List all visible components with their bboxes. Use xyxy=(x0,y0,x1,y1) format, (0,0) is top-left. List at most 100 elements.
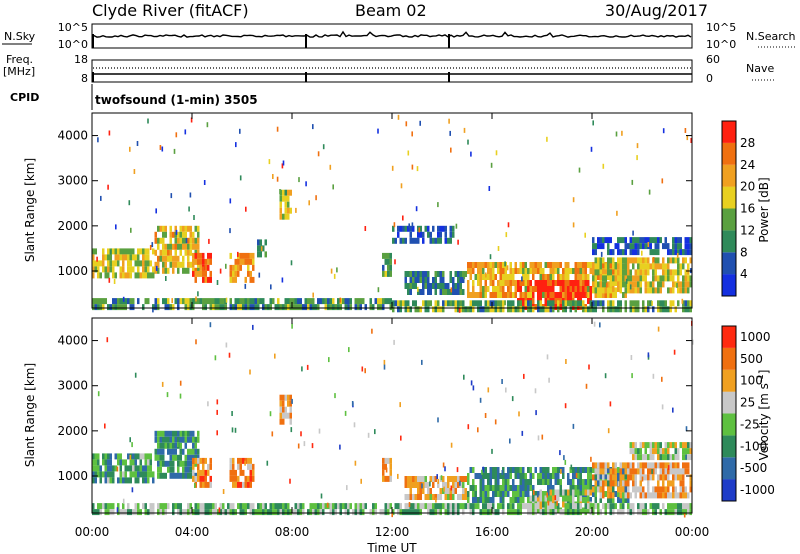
range-gate-cell xyxy=(622,480,625,487)
range-gate-cell xyxy=(569,509,572,516)
range-gate-cell xyxy=(202,509,205,516)
range-gate-cell xyxy=(247,457,250,464)
range-gate-cell xyxy=(354,460,357,466)
range-gate-cell xyxy=(162,298,165,305)
range-gate-cell xyxy=(347,298,350,305)
range-gate-cell xyxy=(402,237,405,244)
range-gate-cell xyxy=(589,300,592,307)
range-gate-cell xyxy=(427,225,430,232)
range-gate-cell xyxy=(632,230,634,236)
range-gate-cell xyxy=(624,249,627,256)
range-gate-cell xyxy=(689,480,692,487)
range-gate-cell xyxy=(629,468,632,475)
range-gate-cell xyxy=(639,509,642,516)
range-gate-cell xyxy=(517,280,520,286)
range-gate-cell xyxy=(199,264,202,271)
range-gate-cell xyxy=(564,268,567,274)
range-gate-cell xyxy=(119,509,122,516)
range-gate-cell xyxy=(197,231,200,238)
range-gate-cell xyxy=(429,476,432,482)
range-gate-cell xyxy=(517,497,520,503)
range-gate-cell xyxy=(182,225,185,232)
range-gate-cell xyxy=(97,266,100,273)
range-gate-cell xyxy=(585,292,588,298)
range-gate-cell xyxy=(122,296,125,302)
range-gate-cell xyxy=(482,503,485,510)
colorbar-segment xyxy=(722,230,736,253)
range-gate-cell xyxy=(672,480,675,487)
range-gate-cell xyxy=(522,497,525,503)
range-gate-cell xyxy=(647,468,650,475)
range-gate-cell xyxy=(326,502,329,508)
range-gate-cell xyxy=(477,262,480,268)
range-gate-cell xyxy=(602,237,605,244)
range-gate-cell xyxy=(450,442,453,448)
range-gate-cell xyxy=(159,472,162,479)
range-gate-cell xyxy=(569,467,572,473)
range-gate-cell xyxy=(577,292,580,298)
range-gate-cell xyxy=(684,257,687,264)
range-gate-cell xyxy=(667,468,670,475)
range-gate-cell xyxy=(579,300,582,307)
range-gate-cell xyxy=(594,491,597,497)
range-gate-cell xyxy=(322,503,325,510)
range-gate-cell xyxy=(229,198,232,204)
range-gate-cell xyxy=(637,281,640,288)
range-gate-cell xyxy=(157,243,160,250)
range-gate-cell xyxy=(157,460,160,467)
range-gate-cell xyxy=(599,492,602,499)
range-gate-cell xyxy=(577,479,580,485)
range-gate-cell xyxy=(222,298,225,305)
nsky-panel: N.Sky 10^5 10^0 10^5 10^0 N.Search xyxy=(2,21,796,51)
range-gate-cell xyxy=(474,473,477,479)
range-gate-cell xyxy=(400,183,403,189)
range-gate-cell xyxy=(154,298,157,305)
range-gate-cell xyxy=(639,287,642,294)
range-gate-cell xyxy=(271,431,274,437)
range-gate-cell xyxy=(559,485,562,491)
range-gate-cell xyxy=(434,271,437,277)
range-gate-cell xyxy=(664,269,667,276)
range-gate-cell xyxy=(284,195,287,202)
range-gate-cell xyxy=(624,243,627,250)
range-gate-cell xyxy=(684,306,687,313)
range-gate-cell xyxy=(647,352,650,358)
range-gate-cell xyxy=(284,406,287,413)
range-gate-cell xyxy=(207,509,210,516)
range-gate-cell xyxy=(527,479,530,485)
range-gate-cell xyxy=(274,304,277,311)
range-gate-cell xyxy=(457,476,460,482)
range-gate-cell xyxy=(629,503,632,510)
range-gate-cell xyxy=(674,442,677,449)
range-gate-cell xyxy=(584,497,587,503)
range-gate-cell xyxy=(522,298,525,304)
range-gate-cell xyxy=(122,304,125,311)
range-gate-cell xyxy=(314,509,317,516)
range-gate-cell xyxy=(399,300,402,307)
range-gate-cell xyxy=(627,509,630,516)
range-gate-cell xyxy=(507,274,510,280)
range-gate-cell xyxy=(674,468,677,475)
range-gate-cell xyxy=(172,466,175,473)
range-gate-cell xyxy=(682,306,685,313)
range-gate-cell xyxy=(252,252,255,259)
range-gate-cell xyxy=(124,304,127,311)
range-gate-cell xyxy=(239,128,241,134)
range-gate-cell xyxy=(514,497,517,503)
range-gate-cell xyxy=(162,225,165,232)
range-gate-cell xyxy=(132,304,135,311)
range-gate-cell xyxy=(502,292,505,298)
range-gate-cell xyxy=(489,300,492,307)
range-gate-cell xyxy=(244,503,247,510)
range-gate-cell xyxy=(184,442,187,449)
range-gate-cell xyxy=(432,509,435,516)
range-gate-cell xyxy=(592,509,595,516)
range-gate-cell xyxy=(579,479,582,485)
range-gate-cell xyxy=(592,467,595,473)
range-gate-cell xyxy=(604,292,607,298)
range-gate-cell xyxy=(242,258,245,265)
range-gate-cell xyxy=(639,263,642,270)
range-gate-cell xyxy=(437,417,439,423)
range-gate-cell xyxy=(179,460,182,467)
range-gate-cell xyxy=(144,503,147,510)
